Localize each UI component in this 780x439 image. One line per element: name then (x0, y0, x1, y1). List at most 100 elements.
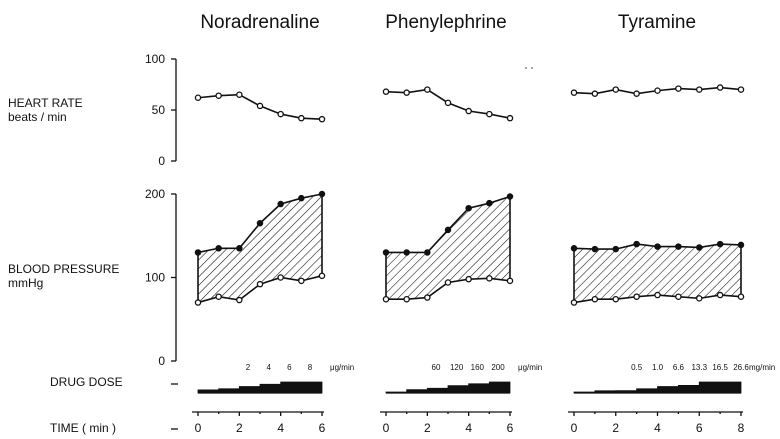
diastolic-point (675, 293, 682, 300)
heart-rate-label: HEART RATE (8, 96, 83, 110)
systolic-point (633, 240, 640, 248)
diastolic-point (424, 294, 431, 301)
time-tick-label: 0 (383, 421, 390, 435)
time-tick-label: 0 (571, 421, 578, 435)
systolic-point (424, 249, 431, 256)
diastolic-point (654, 291, 661, 299)
diastolic-point (465, 275, 472, 283)
time-tick-label: 0 (195, 421, 202, 435)
diastolic-point (737, 293, 745, 300)
heart-rate-point (633, 90, 640, 97)
panel-title: Noradrenaline (200, 12, 319, 33)
systolic-point (506, 193, 514, 200)
heart-rate-point (318, 115, 326, 123)
systolic-point (654, 243, 661, 250)
blood-pressure-y-tick-label: 100 (145, 271, 165, 285)
heart-rate-point (236, 91, 243, 98)
time-tick-label: 2 (236, 421, 243, 435)
heart-rate-point (612, 86, 620, 93)
heart-rate-point (675, 85, 682, 92)
dose-unit: μg/min (518, 363, 542, 372)
diastolic-point (696, 295, 703, 302)
heart-rate-point (591, 90, 599, 97)
heart-rate-point (424, 86, 431, 93)
systolic-point (215, 245, 222, 252)
drug-dose-label: DRUG DOSE (50, 375, 123, 389)
diastolic-point (591, 295, 599, 303)
systolic-point (612, 245, 620, 253)
panel-title: Phenylephrine (385, 12, 506, 33)
pressure-band (386, 196, 510, 300)
dose-label: 6.6 (673, 363, 685, 372)
time-tick-label: 4 (277, 421, 284, 435)
heart-rate-point (486, 110, 493, 118)
diastolic-point (444, 279, 452, 286)
diastolic-point (633, 293, 640, 300)
stray-dot (531, 67, 533, 69)
systolic-point (486, 199, 493, 207)
panel-tyramine: Tyramine 0.5 1.0 6.6 13.3 16.5 26.6 mg/min 0 2 4 6… (568, 12, 775, 435)
dose-label: 26.6 (733, 363, 749, 372)
time-label: TIME ( min ) (50, 421, 116, 435)
stray-dot (525, 67, 527, 69)
heart-rate-point (737, 86, 745, 93)
heart-rate-point (215, 92, 222, 99)
blood-pressure-y-tick-label: 200 (145, 187, 165, 201)
blood-pressure-label: BLOOD PRESSURE (8, 262, 119, 276)
dose-unit: mg/min (749, 363, 775, 372)
dose-label: 16.5 (712, 363, 728, 372)
systolic-point (194, 249, 202, 256)
dose-label: 60 (432, 363, 441, 372)
heart-rate-point (403, 89, 410, 96)
diastolic-point (506, 277, 514, 285)
heart-rate-point (465, 107, 472, 115)
heart-rate-y-tick-label: 0 (158, 154, 165, 168)
systolic-point (465, 204, 472, 212)
diastolic-point (236, 296, 243, 304)
time-tick-label: 6 (507, 421, 514, 435)
time-tick-label: 2 (424, 421, 431, 435)
dose-label: 8 (308, 363, 313, 372)
diastolic-point (277, 274, 284, 281)
time-tick-label: 8 (738, 421, 745, 435)
blood-pressure-y-tick-label: 0 (158, 354, 165, 368)
dose-label: 1.0 (652, 363, 664, 372)
systolic-point (256, 219, 264, 227)
time-tick-label: 2 (612, 421, 619, 435)
heart-rate-unit: beats / min (8, 110, 67, 124)
diastolic-point (382, 295, 390, 303)
heart-rate-point (716, 84, 724, 91)
dose-ramp (197, 381, 323, 394)
diastolic-point (298, 277, 305, 285)
dose-unit: μg/min (330, 363, 354, 372)
time-tick-label: 4 (654, 421, 661, 435)
panel-title: Tyramine (618, 12, 696, 33)
dose-label: 6 (287, 363, 292, 372)
heart-rate-point (277, 110, 284, 118)
heart-rate-point (570, 89, 578, 96)
dose-label: 2 (246, 363, 251, 372)
dose-label: 120 (450, 363, 464, 372)
diastolic-point (256, 280, 264, 288)
heart-rate-point (654, 87, 661, 94)
time-tick-label: 4 (465, 421, 472, 435)
heart-rate-point (444, 99, 452, 107)
systolic-point (675, 243, 682, 250)
heart-rate-y-tick-label: 50 (152, 103, 166, 117)
dose-ramp (385, 381, 511, 394)
diastolic-point (486, 275, 493, 282)
heart-rate-y-tick-label: 100 (145, 52, 165, 66)
systolic-point (277, 200, 284, 208)
blood-pressure-unit: mmHg (8, 276, 43, 290)
systolic-point (591, 245, 599, 253)
heart-rate-point (696, 86, 703, 93)
heart-rate-point (194, 94, 202, 102)
dose-label: 13.3 (691, 363, 707, 372)
diastolic-point (716, 291, 724, 299)
diastolic-point (318, 272, 326, 280)
diastolic-point (403, 295, 410, 303)
systolic-point (570, 245, 578, 252)
systolic-point (444, 226, 452, 234)
dose-label: 0.5 (631, 363, 643, 372)
